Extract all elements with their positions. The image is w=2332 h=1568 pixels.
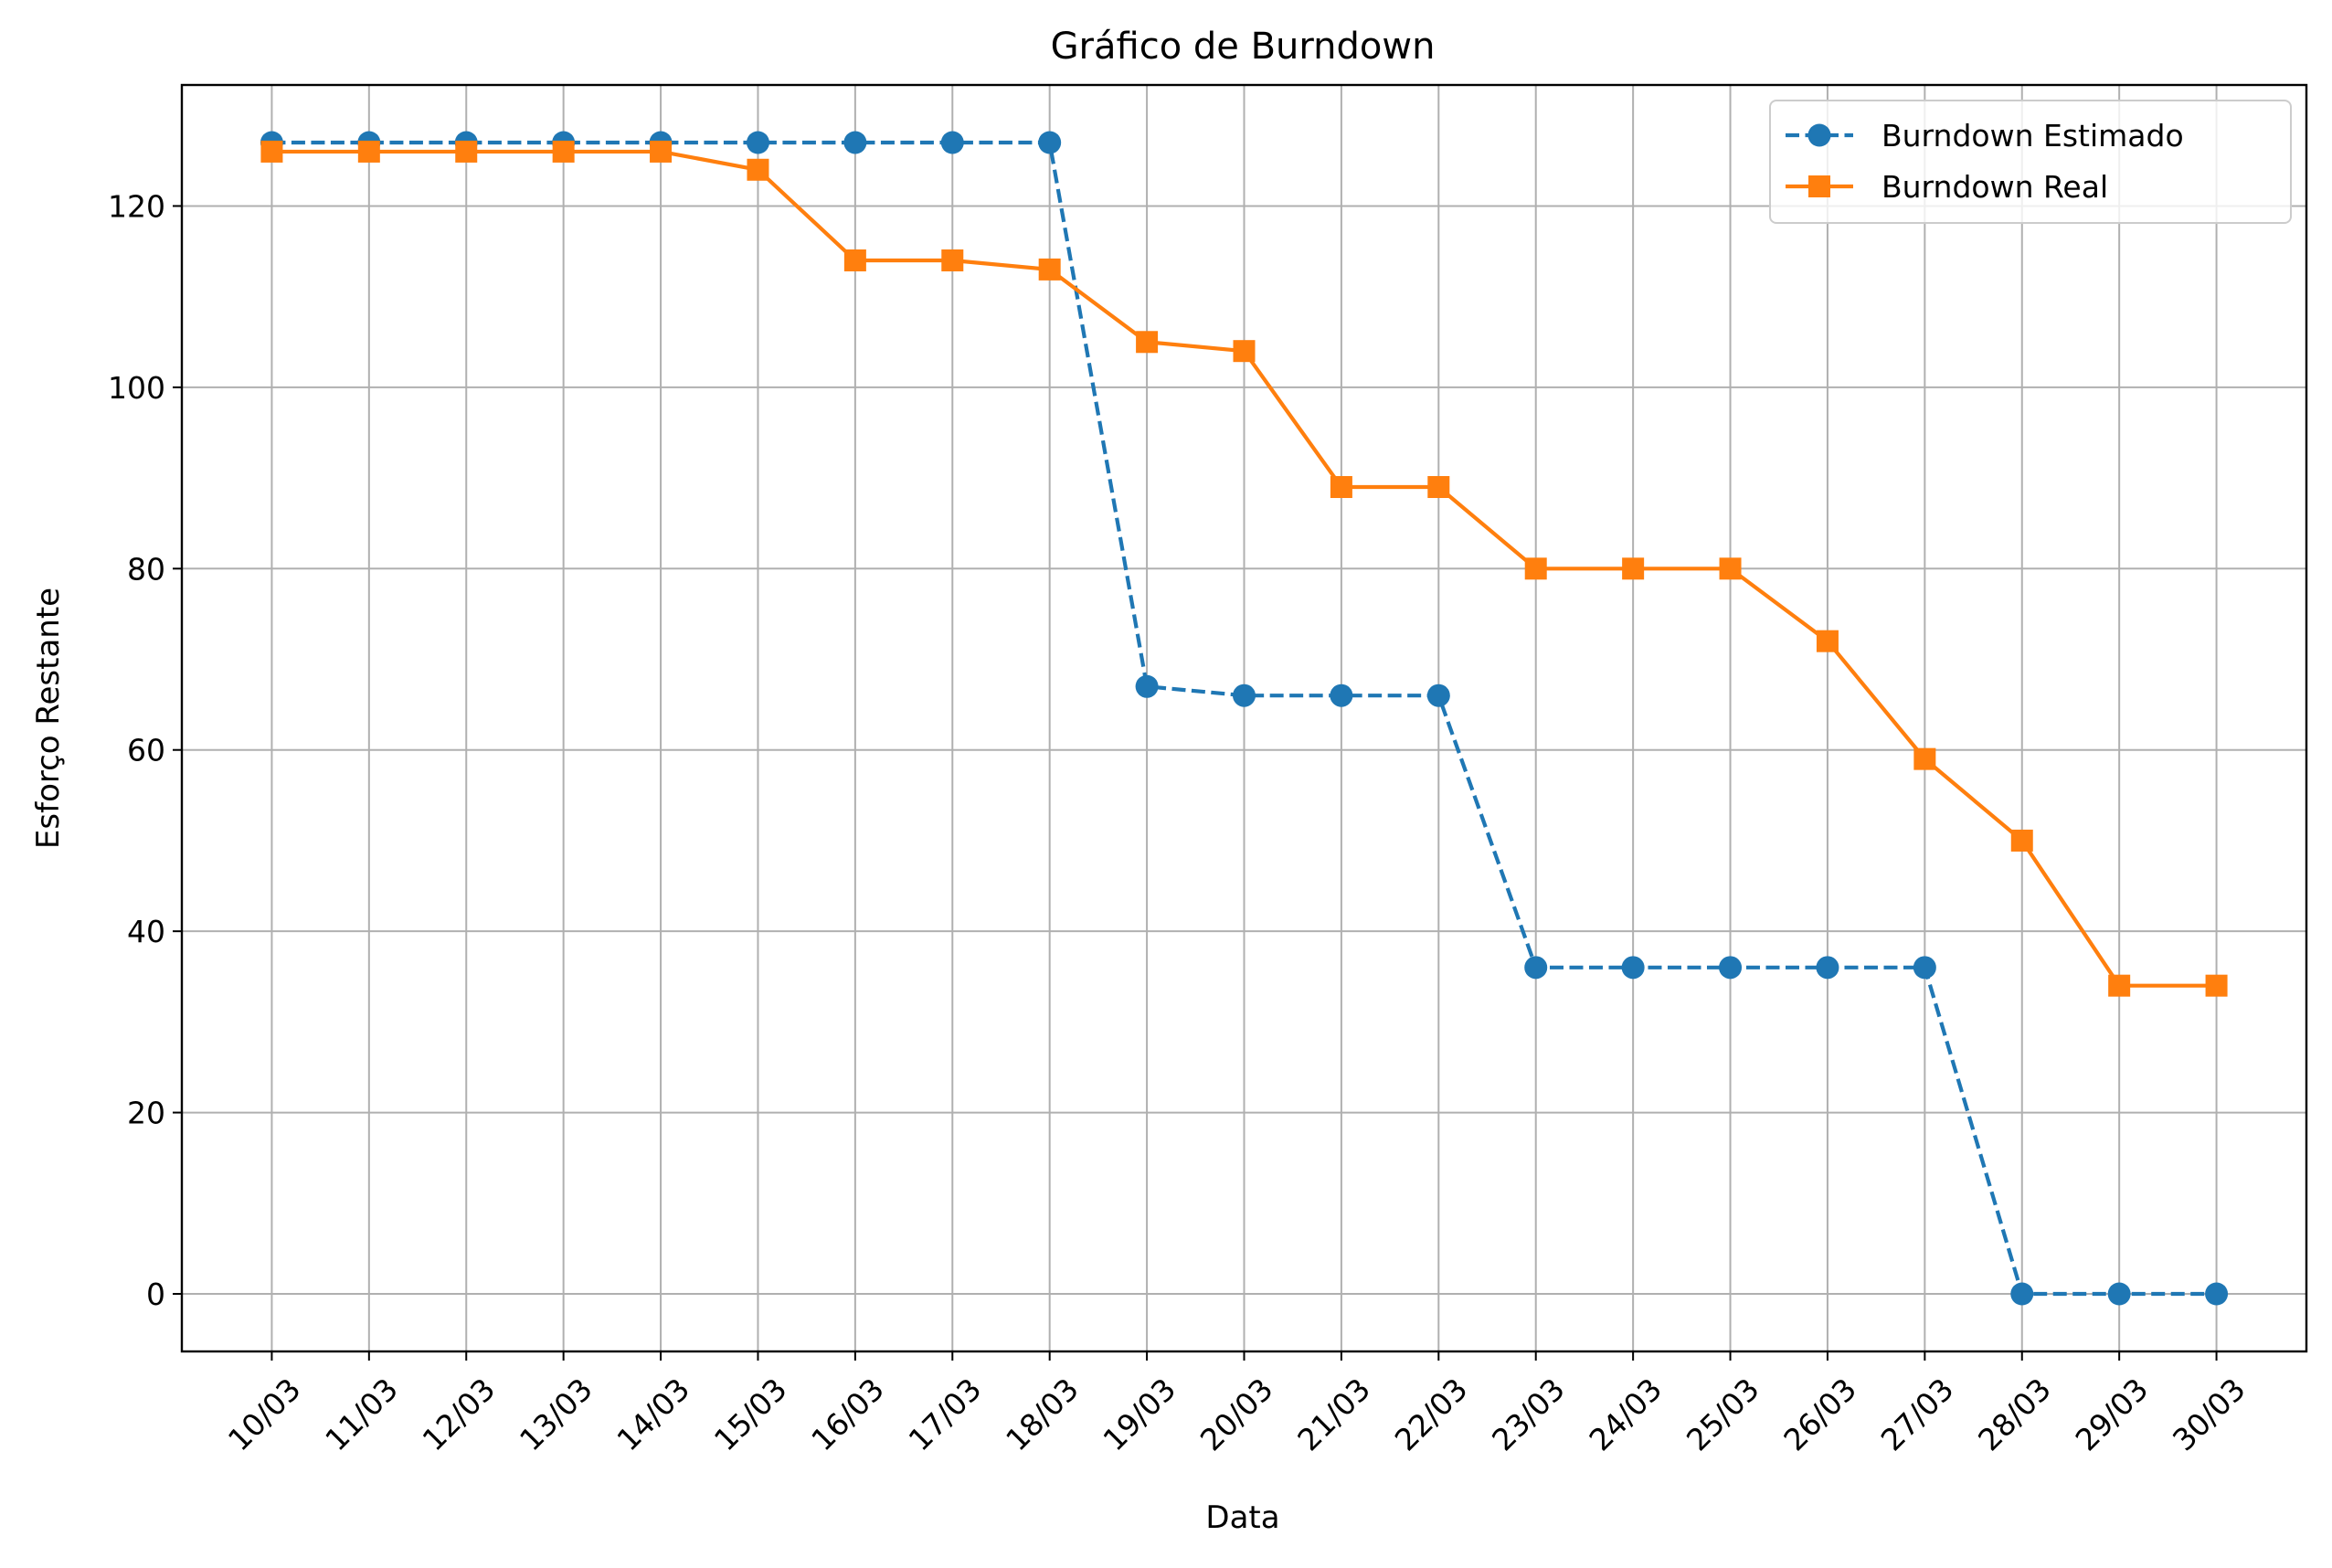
data-point — [1816, 956, 1839, 980]
data-point — [941, 249, 964, 271]
data-point — [357, 140, 380, 163]
y-tick-label: 80 — [127, 551, 165, 587]
legend-box — [1769, 100, 2292, 224]
data-point — [1136, 331, 1159, 354]
y-tick-label: 120 — [108, 188, 165, 224]
data-point — [2205, 1282, 2229, 1306]
y-axis-label: Esforço Restante — [30, 588, 67, 849]
data-point — [1719, 557, 1742, 580]
series — [260, 131, 2229, 1306]
data-point — [1524, 557, 1547, 580]
legend-marker — [1808, 175, 1830, 197]
y-tick-label: 40 — [127, 914, 165, 949]
data-point — [747, 158, 769, 181]
grid — [182, 85, 2306, 1351]
y-tick-label: 100 — [108, 370, 165, 406]
data-point — [2108, 974, 2131, 997]
data-point — [940, 131, 964, 154]
data-point — [1719, 956, 1743, 980]
data-point — [1426, 683, 1450, 707]
data-point — [2205, 974, 2228, 997]
data-point — [552, 140, 575, 163]
data-point — [1330, 476, 1352, 499]
legend-label: Burndown Real — [1882, 169, 2108, 205]
data-point — [1038, 131, 1062, 154]
data-point — [650, 140, 673, 163]
y-tick-label: 60 — [127, 733, 165, 768]
data-point — [1038, 258, 1061, 281]
data-point — [1622, 557, 1645, 580]
data-point — [843, 131, 867, 154]
data-point — [1816, 630, 1839, 652]
x-axis-label: Data — [1205, 1499, 1279, 1536]
data-point — [843, 249, 866, 271]
data-point — [1524, 956, 1548, 980]
data-point — [1913, 956, 1936, 980]
legend-label: Burndown Estimado — [1882, 118, 2184, 154]
data-point — [2010, 1282, 2034, 1306]
y-tick-label: 20 — [127, 1096, 165, 1131]
legend-marker — [1807, 123, 1831, 147]
data-point — [260, 140, 283, 163]
y-tick-label: 0 — [146, 1277, 165, 1312]
data-point — [1233, 340, 1256, 363]
data-point — [1330, 683, 1353, 707]
data-point — [1913, 747, 1936, 770]
data-point — [1135, 674, 1159, 698]
data-point — [2107, 1282, 2131, 1306]
data-point — [2010, 829, 2033, 852]
plot-frame — [180, 83, 2308, 1353]
data-point — [455, 140, 478, 163]
chart-title: Gráfico de Burndown — [1051, 26, 1436, 68]
series-2 — [260, 140, 2228, 997]
data-point — [746, 131, 769, 154]
data-point — [1233, 683, 1256, 707]
legend: Burndown Estimado Burndown Real — [1769, 100, 2292, 224]
data-point — [1427, 476, 1450, 499]
data-point — [1621, 956, 1645, 980]
